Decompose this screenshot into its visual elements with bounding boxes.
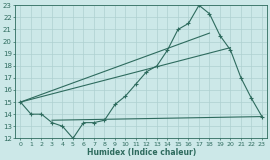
X-axis label: Humidex (Indice chaleur): Humidex (Indice chaleur) — [87, 148, 196, 157]
